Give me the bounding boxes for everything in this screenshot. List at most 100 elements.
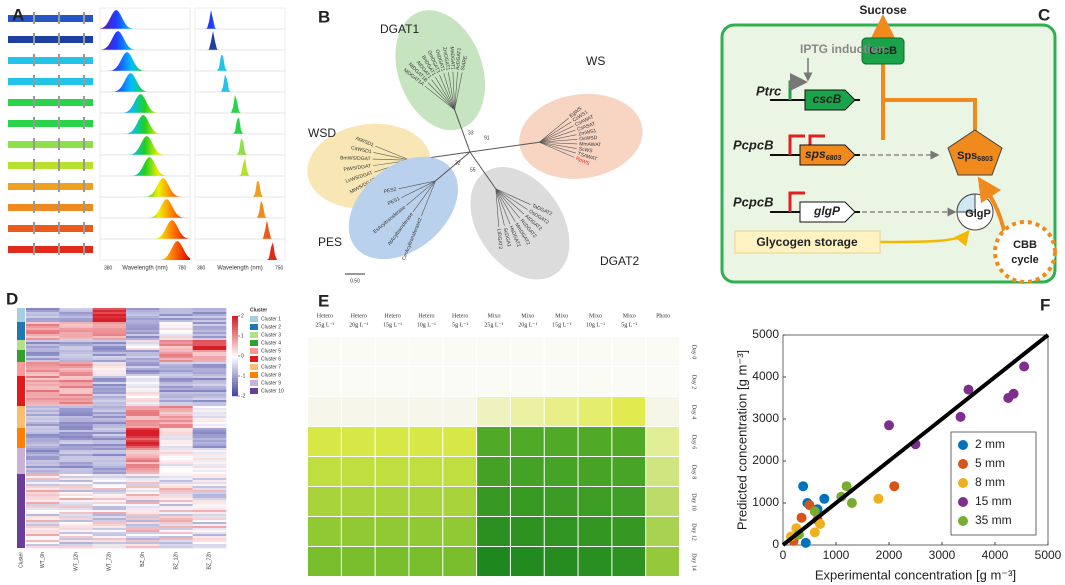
legend-label: Cluster 10 bbox=[261, 388, 284, 394]
heat-cell bbox=[192, 434, 227, 437]
gene-arrow bbox=[804, 89, 856, 111]
heat-cell bbox=[159, 506, 193, 509]
cluster-band bbox=[17, 474, 25, 548]
culture-well bbox=[308, 397, 341, 426]
data-point bbox=[889, 481, 900, 492]
culture-well bbox=[308, 337, 341, 366]
heat-cell bbox=[92, 466, 127, 469]
branch bbox=[469, 151, 497, 190]
legend-label: 8 mm bbox=[975, 475, 1005, 489]
heat-cell bbox=[92, 382, 127, 385]
heat-cell bbox=[192, 322, 227, 325]
construct-bar bbox=[8, 204, 93, 211]
heat-cell bbox=[159, 504, 193, 507]
heat-cell bbox=[192, 346, 227, 349]
heat-cell bbox=[59, 366, 93, 369]
branch bbox=[539, 134, 577, 143]
heat-cell bbox=[192, 422, 227, 425]
column-header: 15g L⁻¹ bbox=[383, 322, 402, 328]
legend-marker bbox=[958, 478, 968, 488]
culture-well bbox=[646, 397, 679, 426]
heat-cell bbox=[159, 398, 193, 401]
heat-cell bbox=[26, 402, 60, 405]
heat-cell bbox=[159, 546, 193, 549]
heat-cell bbox=[192, 324, 227, 327]
culture-well bbox=[409, 487, 443, 516]
heat-cell bbox=[126, 390, 160, 393]
emission-spectrum bbox=[100, 241, 190, 260]
heat-cell bbox=[92, 492, 127, 495]
culture-well bbox=[578, 457, 612, 486]
y-tick-label: 0 bbox=[772, 537, 779, 551]
culture-well bbox=[341, 517, 375, 546]
colorbar-step bbox=[232, 320, 238, 323]
heat-cell bbox=[92, 412, 127, 415]
colorbar-label: 0 bbox=[241, 353, 244, 359]
heat-cell bbox=[59, 338, 93, 341]
heat-cell bbox=[26, 428, 60, 431]
heat-cell bbox=[126, 374, 160, 377]
heat-cell bbox=[192, 392, 227, 395]
filtered-spectrum bbox=[195, 117, 285, 134]
heat-cell bbox=[26, 524, 60, 527]
cscb-gene: cscB bbox=[813, 92, 842, 106]
column-label: WT_0h bbox=[40, 552, 46, 568]
panel-c: Sucrose CscB IPTG induction Ptrc cscB Pc… bbox=[720, 3, 1057, 284]
heat-cell bbox=[26, 474, 60, 477]
heat-cell bbox=[26, 522, 60, 525]
heat-cell bbox=[92, 390, 127, 393]
heat-cell bbox=[126, 468, 160, 471]
construct-tick bbox=[83, 138, 85, 150]
heat-cell bbox=[92, 362, 127, 365]
heat-cell bbox=[159, 380, 193, 383]
branch bbox=[495, 188, 500, 227]
heat-cell bbox=[59, 452, 93, 455]
heat-cell bbox=[192, 518, 227, 521]
heat-cell bbox=[192, 492, 227, 495]
colorbar-step bbox=[232, 364, 238, 367]
cluster-band bbox=[17, 362, 25, 376]
heat-cell bbox=[159, 474, 193, 477]
emission-spectrum bbox=[100, 220, 190, 239]
heat-cell bbox=[159, 516, 193, 519]
leaf-label: ScWS bbox=[578, 146, 593, 154]
filtered-spectrum bbox=[195, 220, 285, 239]
culture-well bbox=[510, 367, 544, 396]
heat-cell bbox=[59, 408, 93, 411]
heat-cell bbox=[159, 496, 193, 499]
colorbar-step bbox=[232, 394, 238, 397]
cluster-band bbox=[17, 308, 25, 322]
construct-tick bbox=[33, 75, 35, 87]
heat-cell bbox=[159, 532, 193, 535]
heat-cell bbox=[126, 426, 160, 429]
row-label: Day 4 bbox=[691, 405, 697, 420]
heat-cell bbox=[26, 340, 60, 343]
construct-tick bbox=[83, 117, 85, 129]
construct-tick bbox=[58, 96, 60, 108]
heat-cell bbox=[126, 448, 160, 451]
heat-cell bbox=[159, 384, 193, 387]
construct-tick bbox=[58, 180, 60, 192]
heat-cell bbox=[126, 418, 160, 421]
spectrum-frame bbox=[194, 217, 286, 240]
heat-cell bbox=[159, 400, 193, 403]
heat-cell bbox=[92, 364, 127, 367]
x-tick-label: 3000 bbox=[929, 548, 956, 562]
heat-cell bbox=[159, 430, 193, 433]
leaf-label: MmAWAT bbox=[579, 141, 601, 148]
row-label: Day 0 bbox=[691, 345, 697, 360]
emission-spectrum bbox=[100, 10, 190, 29]
leaf-label: ScDGA1 bbox=[502, 227, 512, 248]
heat-cell bbox=[126, 482, 160, 485]
heat-cell bbox=[26, 398, 60, 401]
legend-label: Cluster 9 bbox=[261, 380, 281, 386]
heat-cell bbox=[159, 528, 193, 531]
heat-cell bbox=[192, 318, 227, 321]
heat-cell bbox=[192, 326, 227, 329]
heat-cell bbox=[92, 426, 127, 429]
heat-cell bbox=[192, 344, 227, 347]
heat-cell bbox=[26, 336, 60, 339]
culture-well bbox=[409, 427, 443, 456]
heat-cell bbox=[159, 446, 193, 449]
heat-cell bbox=[159, 388, 193, 391]
